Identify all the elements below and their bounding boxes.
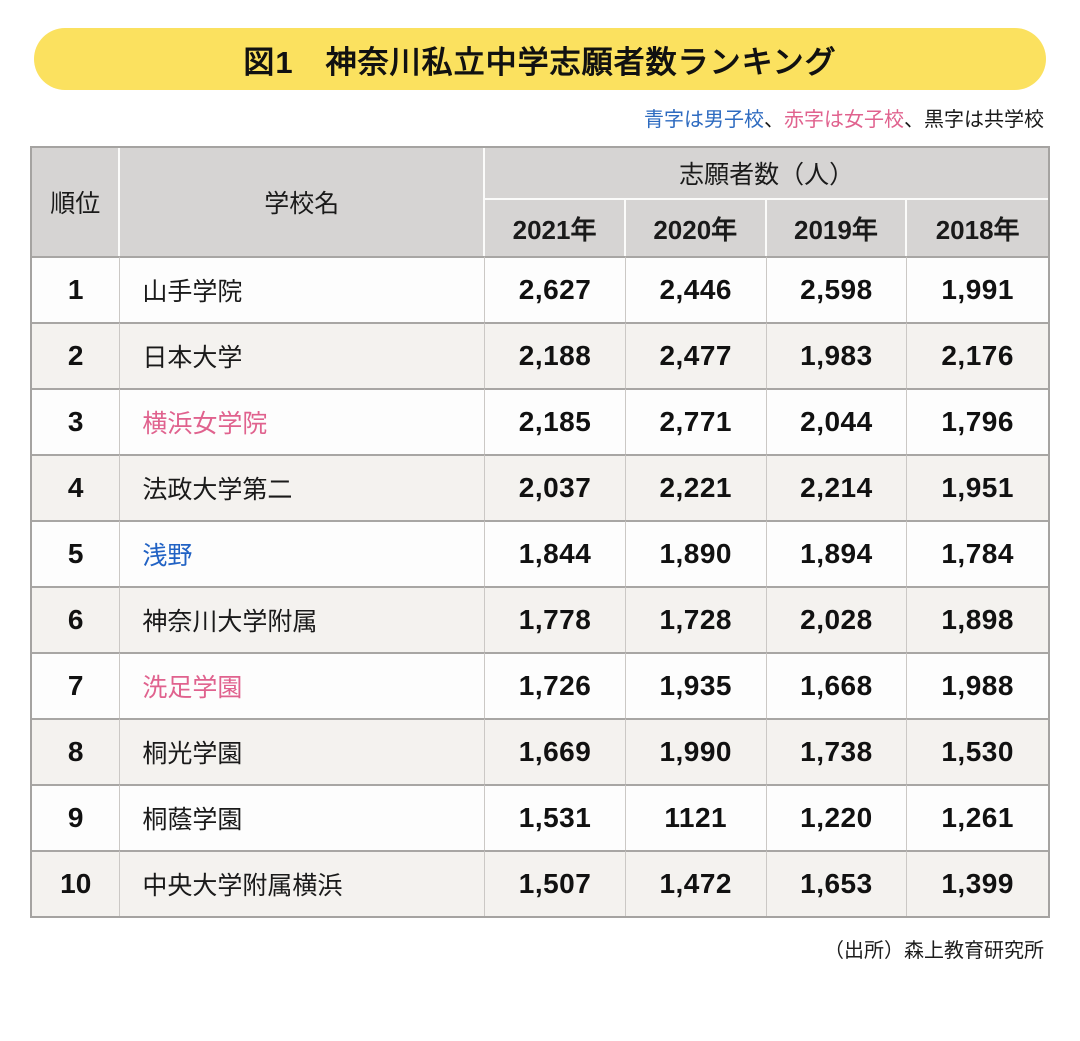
applicants-2020: 1,728 xyxy=(625,586,767,652)
legend-boys-label: 青字は男子校 xyxy=(644,109,764,131)
school-name: 横浜女学院 xyxy=(142,410,268,438)
applicants-2020: 1,472 xyxy=(625,850,767,916)
applicants-2019: 1,983 xyxy=(766,322,908,388)
school-name: 中央大学附属横浜 xyxy=(142,872,343,900)
table-row: 3 横浜女学院 2,185 2,771 2,044 1,796 xyxy=(32,388,1048,454)
table-row: 5 浅野 1,844 1,890 1,894 1,784 xyxy=(32,520,1048,586)
applicants-2018: 1,261 xyxy=(907,784,1048,850)
applicants-2018: 1,988 xyxy=(907,652,1048,718)
applicants-2018: 1,784 xyxy=(907,520,1048,586)
applicants-2019: 2,028 xyxy=(766,586,908,652)
rank-value: 6 xyxy=(32,586,121,652)
table-body: 1 山手学院 2,627 2,446 2,598 1,991 2 日本大学 2,… xyxy=(32,256,1048,916)
applicants-2020: 2,771 xyxy=(625,388,767,454)
legend-separator: 、 xyxy=(904,109,924,131)
applicants-2019: 1,220 xyxy=(766,784,908,850)
table-row: 7 洗足学園 1,726 1,935 1,668 1,988 xyxy=(32,652,1048,718)
legend-coed-label: 黒字は共学校 xyxy=(924,109,1044,131)
rank-value: 9 xyxy=(32,784,121,850)
school-name: 神奈川大学附属 xyxy=(142,608,318,636)
table-row: 9 桐蔭学園 1,531 1121 1,220 1,261 xyxy=(32,784,1048,850)
applicants-2021: 1,778 xyxy=(485,586,626,652)
figure-title-banner: 図1 神奈川私立中学志願者数ランキング xyxy=(34,28,1046,90)
applicants-2019: 2,598 xyxy=(766,256,908,322)
table-row: 1 山手学院 2,627 2,446 2,598 1,991 xyxy=(32,256,1048,322)
applicants-2018: 1,530 xyxy=(907,718,1048,784)
applicants-2020: 2,446 xyxy=(625,256,767,322)
source-attribution: （出所）森上教育研究所 xyxy=(824,940,1044,962)
ranking-table: 順位 学校名 志願者数（人） 2021年 2020年 2019年 2018年 1… xyxy=(32,148,1048,916)
applicants-2021: 1,726 xyxy=(485,652,626,718)
applicants-2019: 2,214 xyxy=(766,454,908,520)
legend-girls-label: 赤字は女子校 xyxy=(784,109,904,131)
school-name: 洗足学園 xyxy=(142,674,243,702)
applicants-2020: 2,477 xyxy=(625,322,767,388)
applicants-2018: 1,399 xyxy=(907,850,1048,916)
applicants-2019: 1,738 xyxy=(766,718,908,784)
table-header: 順位 学校名 志願者数（人） 2021年 2020年 2019年 2018年 xyxy=(32,148,1048,256)
applicants-2019: 1,894 xyxy=(766,520,908,586)
table-row: 8 桐光学園 1,669 1,990 1,738 1,530 xyxy=(32,718,1048,784)
applicants-2020: 1,990 xyxy=(625,718,767,784)
school-name: 浅野 xyxy=(142,542,193,570)
applicants-2019: 1,668 xyxy=(766,652,908,718)
table-row: 2 日本大学 2,188 2,477 1,983 2,176 xyxy=(32,322,1048,388)
table-row: 4 法政大学第二 2,037 2,221 2,214 1,951 xyxy=(32,454,1048,520)
rank-value: 1 xyxy=(32,256,121,322)
applicants-2018: 2,176 xyxy=(907,322,1048,388)
applicants-2020: 1,935 xyxy=(625,652,767,718)
figure-title: 図1 神奈川私立中学志願者数ランキング xyxy=(243,44,837,80)
school-name: 桐光学園 xyxy=(142,740,243,768)
school-name: 法政大学第二 xyxy=(142,476,293,504)
applicants-2018: 1,796 xyxy=(907,388,1048,454)
school-name: 日本大学 xyxy=(142,344,243,372)
applicants-2021: 1,531 xyxy=(485,784,626,850)
applicants-2021: 2,188 xyxy=(485,322,626,388)
rank-value: 2 xyxy=(32,322,121,388)
header-rank: 順位 xyxy=(32,148,121,256)
applicants-2019: 1,653 xyxy=(766,850,908,916)
rank-value: 7 xyxy=(32,652,121,718)
applicants-2021: 1,507 xyxy=(485,850,626,916)
rank-value: 3 xyxy=(32,388,121,454)
applicants-2018: 1,991 xyxy=(907,256,1048,322)
rank-value: 8 xyxy=(32,718,121,784)
applicants-2021: 1,669 xyxy=(485,718,626,784)
school-name: 桐蔭学園 xyxy=(142,806,243,834)
header-school-name: 学校名 xyxy=(120,148,486,256)
applicants-2020: 1,890 xyxy=(625,520,767,586)
table-row: 6 神奈川大学附属 1,778 1,728 2,028 1,898 xyxy=(32,586,1048,652)
table-row: 10 中央大学附属横浜 1,507 1,472 1,653 1,399 xyxy=(32,850,1048,916)
applicants-2020: 2,221 xyxy=(625,454,767,520)
rank-value: 10 xyxy=(32,850,121,916)
header-year-2021: 2021年 xyxy=(485,200,626,256)
rank-value: 4 xyxy=(32,454,121,520)
color-legend: 青字は男子校、赤字は女子校、黒字は共学校 xyxy=(36,103,1044,132)
header-year-2019: 2019年 xyxy=(766,200,908,256)
school-name: 山手学院 xyxy=(142,278,243,306)
applicants-2021: 2,185 xyxy=(485,388,626,454)
applicants-2021: 2,037 xyxy=(485,454,626,520)
ranking-table-container: 順位 学校名 志願者数（人） 2021年 2020年 2019年 2018年 1… xyxy=(30,146,1050,918)
header-applicants-group: 志願者数（人） xyxy=(485,148,1048,200)
applicants-2021: 1,844 xyxy=(485,520,626,586)
header-year-2018: 2018年 xyxy=(907,200,1048,256)
applicants-2018: 1,898 xyxy=(907,586,1048,652)
applicants-2020: 1121 xyxy=(625,784,767,850)
applicants-2019: 2,044 xyxy=(766,388,908,454)
applicants-2018: 1,951 xyxy=(907,454,1048,520)
legend-separator: 、 xyxy=(764,109,784,131)
header-year-2020: 2020年 xyxy=(625,200,767,256)
applicants-2021: 2,627 xyxy=(485,256,626,322)
rank-value: 5 xyxy=(32,520,121,586)
